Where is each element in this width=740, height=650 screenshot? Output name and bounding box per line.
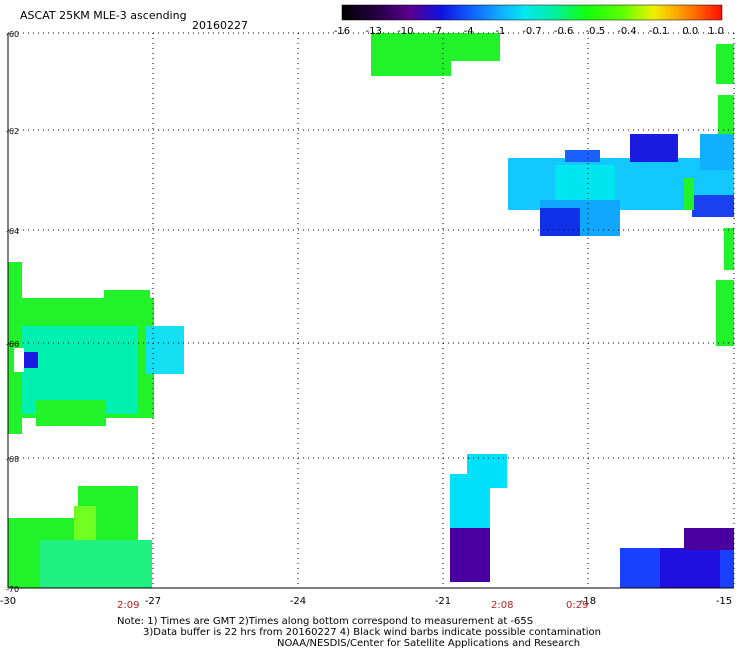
x-axis-labels: -30 -27 -24 -21 -18 -15: [0, 596, 732, 607]
swath-north-patch: [371, 33, 451, 76]
colorbar-label: -7: [432, 26, 442, 37]
swath-east-strip-3: [724, 228, 734, 270]
y-tick-label: -60: [6, 30, 19, 39]
swath-west-green-top: [104, 290, 150, 304]
swath-central-green: [684, 178, 694, 210]
y-tick-label: -70: [6, 585, 19, 594]
y-tick-label: -66: [6, 340, 19, 349]
swath-west-white-gap: [14, 348, 24, 372]
swath-west-blue: [24, 352, 38, 368]
swath-purple-column: [450, 528, 490, 582]
time-label-2: 2:08: [491, 600, 514, 611]
colorbar-label: -0.7: [522, 26, 542, 37]
y-tick-label: -68: [6, 455, 19, 464]
x-tick-label: -24: [290, 596, 306, 607]
swath-southwest-lime: [74, 506, 96, 540]
x-tick-label: -18: [580, 596, 596, 607]
colorbar-label: -0.1: [648, 26, 669, 37]
colorbar-label: 1.0: [708, 26, 724, 37]
colorbar-label: -0.6: [553, 26, 574, 37]
swath-central-blue-2: [565, 150, 600, 162]
x-tick-label: -15: [716, 596, 732, 607]
graticule: [8, 32, 735, 588]
swath-cyan-column: [450, 474, 490, 528]
note-line-2: 3)Data buffer is 22 hrs from 20160227 4)…: [143, 627, 601, 638]
x-tick-label: -27: [145, 596, 161, 607]
swath-central-blue-4: [692, 195, 734, 217]
note-line-3: NOAA/NESDIS/Center for Satellite Applica…: [277, 638, 581, 649]
time-label-3: 0:29: [566, 600, 589, 611]
x-tick-label: -21: [435, 596, 451, 607]
colorbar-label: 0.0: [682, 26, 699, 37]
swath-north-patch-ext: [451, 33, 500, 61]
swath-southeast-purple: [684, 528, 734, 550]
map-date: 20160227: [192, 19, 248, 32]
colorbar-label: -10: [397, 26, 414, 37]
frame: [7, 33, 734, 589]
swath-west-aqua: [22, 326, 138, 414]
swath-central-cyan-right: [700, 134, 734, 170]
x-tick-label: -30: [0, 596, 16, 607]
swath-east-strip-4: [716, 280, 734, 346]
y-tick-label: -64: [6, 227, 19, 236]
colorbar: [341, 4, 723, 21]
swath-west-cyan: [146, 326, 184, 374]
swath-central-blue-3: [540, 208, 580, 236]
colorbar-label: -16: [333, 26, 351, 37]
colorbar-label: -4: [463, 26, 474, 37]
time-label-1: 2:09: [117, 600, 140, 611]
colorbar-label: -0.5: [585, 26, 606, 37]
y-axis-labels: -60 -62 -64 -66 -68 -70: [6, 30, 19, 594]
colorbar-label: -13: [365, 26, 382, 37]
y-tick-label: -62: [6, 127, 19, 136]
swath-east-strip-2: [718, 95, 734, 135]
swath-central-blue-1: [630, 134, 678, 162]
swath-southeast-indigo: [660, 548, 720, 588]
colorbar-gradient: [341, 4, 723, 21]
note-line-1: Note: 1) Times are GMT 2)Times along bot…: [117, 616, 534, 627]
map-title: ASCAT 25KM MLE-3 ascending: [20, 9, 187, 22]
data-swaths: [8, 33, 734, 588]
colorbar-label: -1: [495, 26, 506, 37]
swath-central-aqua: [555, 165, 615, 200]
colorbar-label: -0.4: [617, 26, 637, 37]
swath-west-green-lower: [36, 400, 106, 426]
swath-east-strip-1: [716, 44, 734, 84]
swath-southwest-aqua: [40, 540, 152, 588]
